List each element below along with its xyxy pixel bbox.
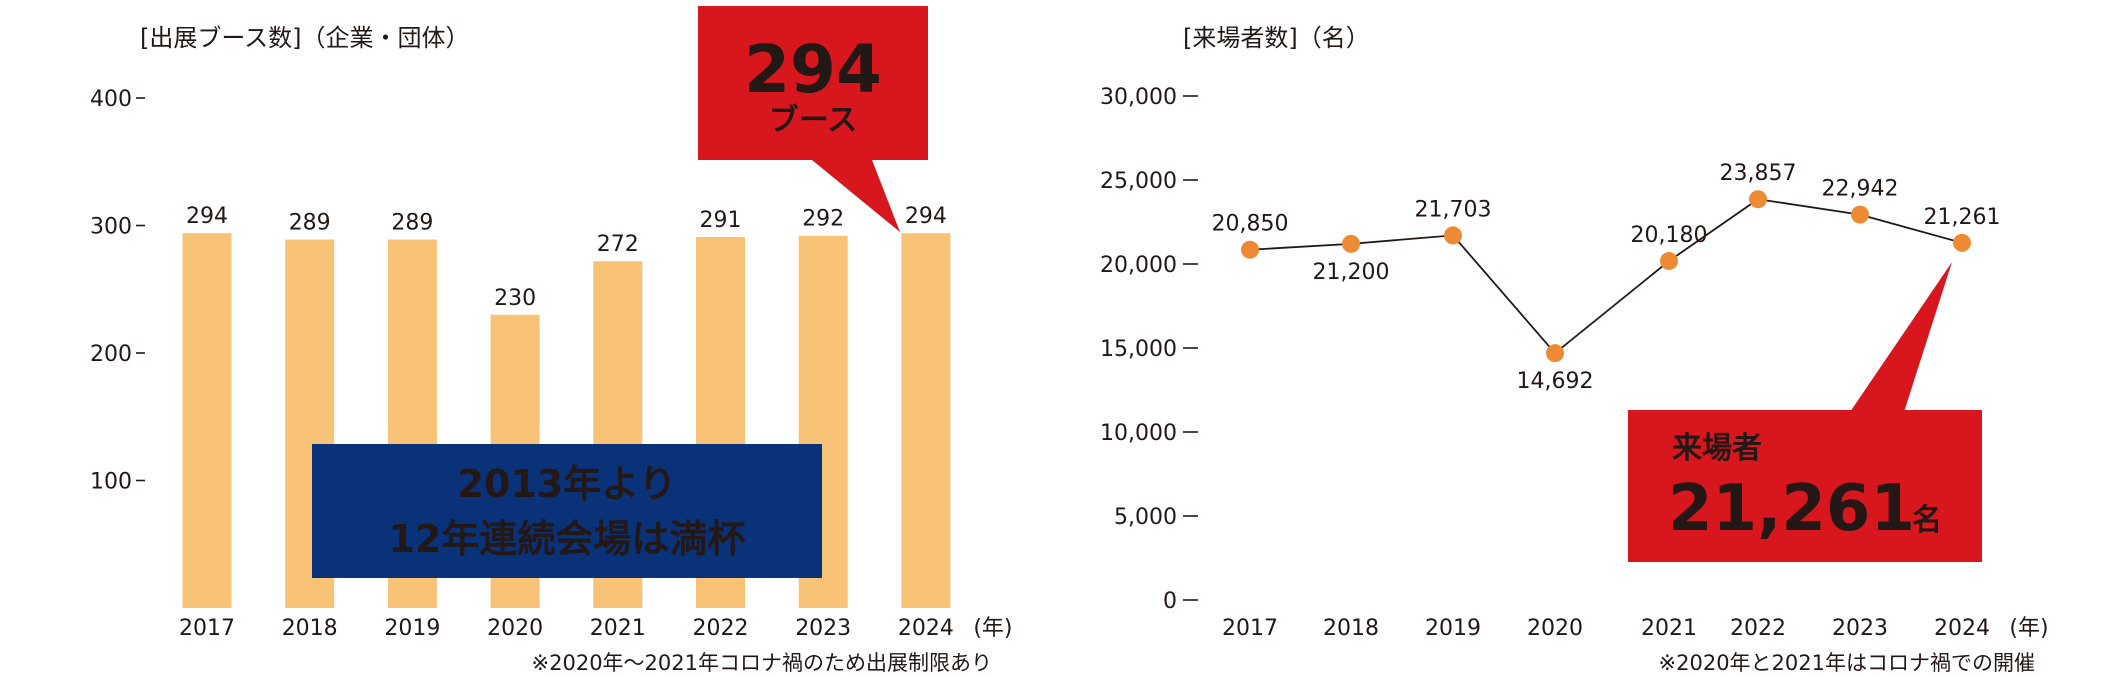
bar bbox=[182, 233, 232, 608]
line-x-tick-label: 2024 bbox=[1934, 616, 1990, 641]
bar-x-tick-label: 2018 bbox=[282, 616, 338, 641]
line-y-tick-label: 30,000 bbox=[1100, 85, 1177, 110]
line-x-tick-label: 2018 bbox=[1323, 616, 1379, 641]
line-callout-unit: 名 bbox=[1912, 503, 1942, 538]
bar-chart-ylabel: [出展ブース数]（企業・団体） bbox=[140, 24, 470, 52]
line-y-tick-label: 10,000 bbox=[1100, 421, 1177, 446]
bar-x-tick-label: 2023 bbox=[795, 616, 851, 641]
line-y-tick-label: 0 bbox=[1163, 589, 1177, 614]
line-point bbox=[1851, 205, 1869, 224]
bar-data-label: 294 bbox=[905, 204, 947, 229]
line-x-tick-label: 2021 bbox=[1641, 616, 1697, 641]
bar-x-tick-label: 2024 bbox=[898, 616, 954, 641]
bar-data-label: 291 bbox=[700, 208, 742, 233]
line-x-tick-label: 2022 bbox=[1730, 616, 1786, 641]
bar-banner-box bbox=[312, 444, 822, 578]
bar-data-label: 230 bbox=[494, 286, 536, 311]
line-point bbox=[1342, 234, 1360, 253]
bar-data-label: 289 bbox=[289, 211, 331, 236]
bar-y-tick-label: 300 bbox=[90, 215, 132, 240]
line-footnote: ※2020年と2021年はコロナ禍での開催 bbox=[1659, 651, 2035, 675]
line-data-label: 21,703 bbox=[1415, 197, 1492, 222]
line-data-label: 21,261 bbox=[1924, 205, 2001, 230]
line-y-tick-label: 25,000 bbox=[1100, 169, 1177, 194]
line-point bbox=[1749, 190, 1767, 209]
bar-footnote: ※2020年～2021年コロナ禍のため出展制限あり bbox=[532, 651, 992, 675]
bar-x-unit: (年) bbox=[973, 616, 1012, 641]
bar-x-tick-label: 2017 bbox=[179, 616, 235, 641]
line-data-label: 21,200 bbox=[1313, 260, 1390, 285]
line-point bbox=[1241, 240, 1259, 259]
line-data-label: 23,857 bbox=[1720, 161, 1797, 186]
bar-callout-value: 294 bbox=[744, 31, 882, 108]
bar-x-tick-label: 2019 bbox=[384, 616, 440, 641]
line-point bbox=[1546, 344, 1564, 363]
bar-banner-line2: 12年連続会場は満杯 bbox=[389, 517, 746, 561]
line-x-tick-label: 2020 bbox=[1527, 616, 1583, 641]
bar-y-tick-label: 100 bbox=[90, 470, 132, 495]
line-data-label: 20,180 bbox=[1631, 223, 1708, 248]
line-data-label: 14,692 bbox=[1517, 369, 1594, 394]
line-x-tick-label: 2017 bbox=[1222, 616, 1278, 641]
line-point bbox=[1953, 233, 1971, 252]
line-callout-value: 21,261 bbox=[1668, 472, 1915, 546]
line-x-tick-label: 2019 bbox=[1425, 616, 1481, 641]
bar-x-tick-label: 2021 bbox=[590, 616, 646, 641]
line-x-unit: (年) bbox=[2009, 616, 2048, 641]
line-y-tick-label: 5,000 bbox=[1114, 505, 1177, 530]
bar-data-label: 272 bbox=[597, 232, 639, 257]
bar-data-label: 294 bbox=[186, 204, 228, 229]
line-chart-ylabel: [来場者数]（名） bbox=[1183, 24, 1370, 52]
line-series-path bbox=[1249, 198, 1963, 355]
line-callout-box bbox=[1628, 262, 1982, 562]
line-x-tick-label: 2023 bbox=[1832, 616, 1888, 641]
bar bbox=[901, 233, 951, 608]
bar-y-tick-label: 200 bbox=[90, 342, 132, 367]
line-point bbox=[1660, 251, 1678, 270]
line-data-label: 20,850 bbox=[1212, 212, 1289, 237]
bar-banner-line1: 2013年より bbox=[457, 462, 676, 506]
line-data-label: 22,942 bbox=[1822, 177, 1899, 202]
line-y-tick-label: 15,000 bbox=[1100, 337, 1177, 362]
bar-y-tick-label: 400 bbox=[90, 87, 132, 112]
line-callout-label: 来場者 bbox=[1672, 431, 1762, 466]
bar-data-label: 289 bbox=[391, 211, 433, 236]
bar-callout-unit: ブース bbox=[769, 103, 858, 138]
bar-data-label: 292 bbox=[802, 207, 844, 232]
bar-callout-box bbox=[698, 6, 928, 232]
line-y-tick-label: 20,000 bbox=[1100, 253, 1177, 278]
line-point bbox=[1444, 226, 1462, 245]
bar-x-tick-label: 2022 bbox=[693, 616, 749, 641]
bar-x-tick-label: 2020 bbox=[487, 616, 543, 641]
